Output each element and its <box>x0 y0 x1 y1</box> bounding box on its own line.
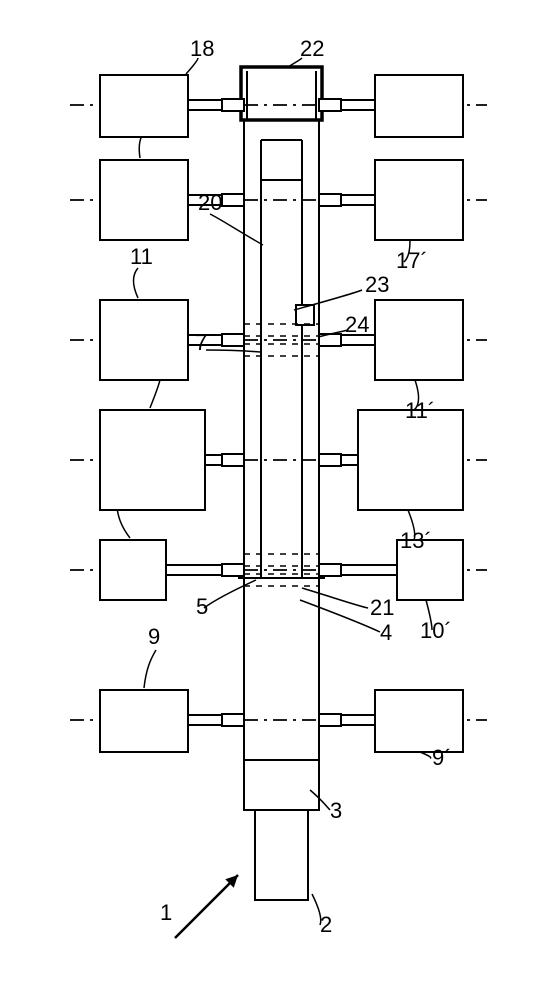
leader-b9 <box>144 650 156 688</box>
stub-left-3 <box>222 334 244 346</box>
connector-b10 <box>166 565 222 575</box>
label-l2: 2 <box>320 912 332 937</box>
label-b17p: 17´ <box>396 248 428 273</box>
label-b13p: 13´ <box>400 528 432 553</box>
label-b11p: 11´ <box>405 398 435 423</box>
label-b11: 11 <box>130 244 153 269</box>
connector-b9 <box>188 715 222 725</box>
stub-right-1 <box>319 564 341 576</box>
stub-left-0 <box>222 714 244 726</box>
leader-b11 <box>134 268 139 298</box>
label-l3: 3 <box>330 798 342 823</box>
leader-b10 <box>117 508 130 538</box>
connector-b13p <box>341 455 358 465</box>
label-l5: 5 <box>196 594 208 619</box>
label-b9p: 9´ <box>432 745 452 770</box>
stub-right-2 <box>319 454 341 466</box>
block-b18 <box>100 75 188 137</box>
stub-right-5 <box>319 99 341 111</box>
stub-left-2 <box>222 454 244 466</box>
label-l20: 20 <box>198 190 222 215</box>
connector-b17p <box>341 195 375 205</box>
shaft-segment-2 <box>255 808 308 900</box>
block-b17p <box>375 160 463 240</box>
connector-b13 <box>205 455 222 465</box>
segment-3 <box>244 760 319 810</box>
connector-b10p <box>341 565 397 575</box>
connector-b9p <box>341 715 375 725</box>
label-l21: 21 <box>370 595 394 620</box>
stub-left-1 <box>222 564 244 576</box>
connector-b18p <box>341 100 375 110</box>
block-b11p <box>375 300 463 380</box>
label-l1: 1 <box>160 900 172 925</box>
block-b9 <box>100 690 188 752</box>
stub-left-4 <box>222 194 244 206</box>
label-l4: 4 <box>380 620 392 645</box>
stub-right-0 <box>319 714 341 726</box>
stub-right-4 <box>319 194 341 206</box>
label-b18: 18 <box>190 36 214 61</box>
inner-tube-20 <box>261 180 302 578</box>
label-b9: 9 <box>148 624 160 649</box>
connector-b18 <box>188 100 222 110</box>
block-b17 <box>100 160 188 240</box>
stub-left-5 <box>222 99 244 111</box>
block-b11 <box>100 300 188 380</box>
label-l23: 23 <box>365 272 389 297</box>
block-b13p <box>358 410 463 510</box>
top-cap-22 <box>241 67 322 120</box>
block-b13 <box>100 410 205 510</box>
block-b10 <box>100 540 166 600</box>
label-l24: 24 <box>345 312 369 337</box>
label-l22: 22 <box>300 36 324 61</box>
leader-b13 <box>150 380 160 408</box>
label-l7: 7 <box>195 330 207 355</box>
label-b10p: 10´ <box>420 618 452 643</box>
arrow-1-shaft <box>175 875 238 938</box>
segment-4-outer <box>244 578 319 760</box>
block-b9p <box>375 690 463 752</box>
block-b18p <box>375 75 463 137</box>
